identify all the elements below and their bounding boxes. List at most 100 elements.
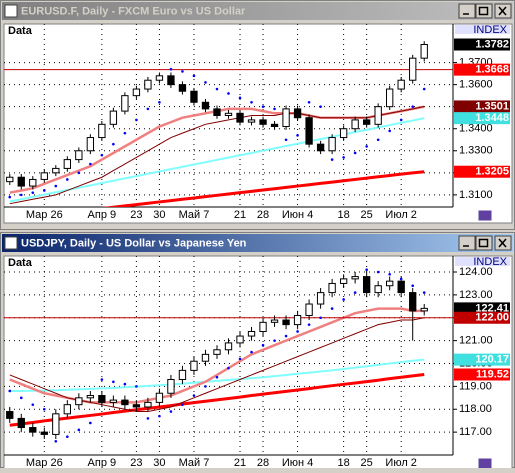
candle-body — [167, 75, 175, 86]
candle-body — [409, 57, 417, 81]
x-tick-label: Май 7 — [179, 209, 210, 221]
window-button-icon — [478, 238, 489, 248]
index-label: INDEX — [473, 24, 507, 36]
sar-dot — [89, 421, 92, 425]
x-tick-label: 28 — [257, 457, 269, 468]
candle-body — [420, 307, 428, 312]
price-badge-label: 1.3501 — [475, 100, 509, 112]
sar-dot — [8, 389, 12, 393]
sar-dot — [112, 380, 115, 384]
price-badge — [454, 368, 510, 381]
candle-body — [409, 292, 417, 312]
x-tick-label: 30 — [153, 209, 165, 221]
candle-body — [6, 176, 14, 183]
sar-dot — [19, 193, 23, 197]
sar-dot — [181, 403, 184, 406]
price-badge — [454, 112, 510, 125]
sar-dot — [365, 145, 368, 148]
candle-body — [109, 110, 118, 125]
candle-body — [213, 108, 221, 117]
candle-body — [29, 178, 37, 187]
window-button[interactable] — [475, 3, 493, 19]
sar-dot — [77, 428, 81, 432]
price-badge — [454, 100, 510, 113]
candle-body — [224, 112, 233, 117]
candle-body — [224, 342, 233, 351]
sar-dot — [261, 343, 265, 347]
price-badge-label: 122.00 — [475, 312, 509, 324]
title-bar — [2, 2, 513, 20]
sar-dot — [77, 171, 81, 175]
candle-body — [52, 167, 60, 174]
sar-dot — [250, 100, 253, 104]
window-button[interactable] — [458, 235, 476, 251]
candle-body — [167, 379, 175, 394]
window-button[interactable] — [475, 235, 493, 251]
price-badge — [454, 165, 510, 178]
sar-dot — [19, 396, 23, 400]
price-badge-label: 1.3448 — [475, 112, 509, 124]
sar-dot — [54, 184, 58, 188]
sar-dot — [284, 138, 288, 142]
candle-body — [247, 119, 256, 123]
plot — [4, 256, 453, 455]
candle-body — [178, 84, 187, 92]
moving-average — [9, 372, 425, 427]
price-badge — [454, 63, 510, 76]
candle-body — [121, 95, 129, 112]
candle-body — [397, 79, 405, 90]
sar-dot — [330, 307, 334, 310]
sar-dot — [192, 74, 196, 78]
sar-dot — [66, 435, 69, 439]
candle-body — [362, 119, 371, 125]
chart-area — [3, 23, 513, 224]
candle-body — [75, 150, 83, 161]
candle-body — [52, 413, 60, 435]
x-tick-label: 30 — [153, 457, 165, 468]
sar-dot — [376, 138, 380, 142]
candle-body — [98, 395, 106, 403]
candle-body — [17, 176, 25, 187]
sar-dot — [399, 118, 403, 122]
candle-body — [339, 278, 348, 284]
x-tick-label: Май 7 — [179, 457, 210, 468]
sar-dot — [296, 134, 299, 137]
candle-body — [282, 108, 290, 128]
sar-dot — [422, 87, 426, 91]
scroll-icon[interactable] — [477, 457, 493, 470]
candle-body — [328, 282, 336, 294]
window-button[interactable] — [458, 3, 476, 19]
x-tick-label: 23 — [130, 457, 142, 468]
sar-dot — [388, 272, 391, 276]
sar-dot — [215, 87, 219, 91]
y-tick-label: 119.00 — [459, 380, 492, 392]
candle-body — [6, 411, 14, 419]
sar-dot — [42, 189, 46, 192]
candle-body — [282, 319, 290, 326]
y-tick-label: 1.3300 — [459, 145, 493, 157]
window-icon — [4, 4, 18, 18]
candle-body — [259, 321, 267, 332]
moving-average — [9, 358, 425, 392]
sar-dot — [123, 131, 127, 135]
window-button-icon — [498, 6, 507, 16]
sar-dot — [342, 298, 345, 301]
y-tick-label: 1.3600 — [459, 79, 493, 91]
candle-body — [40, 172, 48, 180]
candle-body — [132, 88, 141, 97]
sar-dot — [204, 385, 207, 388]
candle-body — [178, 369, 187, 381]
y-tick-label: 121.00 — [459, 335, 493, 347]
scroll-icon[interactable] — [477, 209, 493, 222]
index-header — [455, 25, 510, 34]
sar-dot — [342, 156, 345, 159]
candle-body — [397, 280, 405, 294]
title-bar — [2, 234, 513, 252]
sar-dot — [54, 439, 58, 443]
sar-dot — [411, 284, 415, 288]
sar-dot — [273, 339, 276, 342]
candle-body — [305, 303, 313, 316]
sar-dot — [284, 334, 288, 338]
sar-dot — [273, 107, 276, 111]
sar-dot — [261, 105, 265, 108]
